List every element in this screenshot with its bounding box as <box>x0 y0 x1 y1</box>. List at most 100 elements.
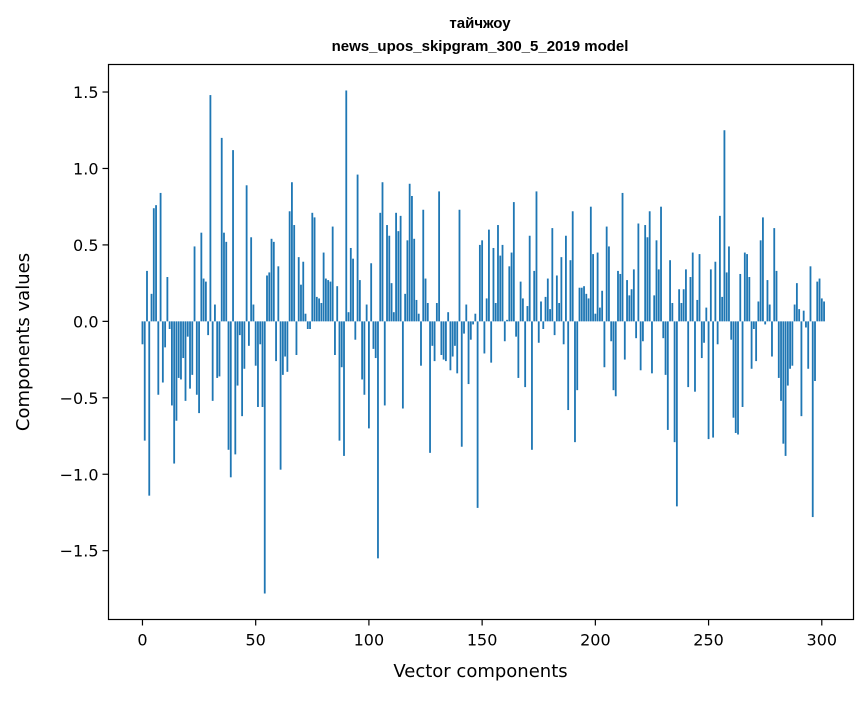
bar <box>657 269 660 322</box>
plot-area-frame <box>107 63 855 621</box>
bar <box>469 321 472 340</box>
bar <box>415 299 418 322</box>
bar <box>519 281 522 322</box>
bar <box>227 321 230 450</box>
bar <box>295 321 298 355</box>
bar <box>306 321 309 329</box>
bar <box>798 309 801 322</box>
bar <box>481 240 484 322</box>
bar <box>445 321 447 362</box>
bar <box>263 321 266 594</box>
bar <box>309 321 311 329</box>
bar <box>200 232 203 322</box>
bar <box>542 321 545 329</box>
bar <box>809 266 812 322</box>
bar <box>567 321 570 411</box>
bar <box>594 313 597 322</box>
bar <box>605 226 608 322</box>
bar <box>345 90 348 322</box>
bar <box>259 321 262 345</box>
bar <box>254 321 257 366</box>
bar <box>390 283 393 322</box>
bar <box>741 321 744 407</box>
bar <box>343 321 345 456</box>
bar <box>223 232 225 322</box>
bar <box>207 321 210 336</box>
bar <box>476 321 479 508</box>
bar <box>535 191 538 322</box>
bar <box>700 321 703 359</box>
bar <box>275 321 277 362</box>
bar <box>739 273 742 322</box>
bar <box>644 225 647 322</box>
bar <box>565 235 567 322</box>
bar <box>651 321 653 374</box>
bar <box>195 321 198 395</box>
bar <box>209 95 212 322</box>
bar <box>732 321 735 418</box>
x-tick-label: 250 <box>693 631 724 650</box>
bar <box>426 303 429 322</box>
bar <box>189 321 191 389</box>
bar <box>786 321 789 386</box>
bar <box>687 321 690 388</box>
bar <box>777 321 780 378</box>
bar <box>782 321 785 444</box>
bar <box>329 281 332 322</box>
bar <box>324 278 327 322</box>
bar <box>383 321 386 406</box>
bar <box>728 246 730 322</box>
bar <box>159 192 162 322</box>
bar <box>322 252 325 322</box>
bar <box>531 321 533 450</box>
bar <box>447 312 450 322</box>
bar <box>771 321 773 357</box>
bar <box>544 296 547 322</box>
bar <box>252 304 255 322</box>
bar <box>696 299 699 322</box>
bar <box>182 321 185 359</box>
bar <box>372 321 375 349</box>
bar <box>501 244 504 322</box>
bar <box>478 244 481 322</box>
bar <box>460 321 463 447</box>
bar <box>377 321 379 559</box>
bar <box>406 240 409 322</box>
bar <box>331 226 334 322</box>
bar <box>318 298 320 322</box>
bar <box>578 287 581 322</box>
bar <box>755 321 758 362</box>
bar <box>180 321 182 380</box>
bar <box>467 321 470 385</box>
bar <box>517 321 520 378</box>
y-tick-label: 1.0 <box>73 159 98 178</box>
bar <box>429 321 431 453</box>
bar <box>218 321 221 377</box>
bar <box>748 277 751 322</box>
bar <box>220 137 223 322</box>
bar <box>238 321 241 336</box>
bar <box>424 278 427 322</box>
bar <box>537 321 540 343</box>
bar <box>349 247 352 322</box>
y-tick-label: −1.5 <box>60 542 99 561</box>
bar <box>266 275 268 322</box>
bar <box>551 228 554 322</box>
bar <box>503 321 506 342</box>
bar <box>440 321 443 355</box>
bar <box>628 295 631 322</box>
bar <box>528 235 531 322</box>
bar <box>388 235 391 322</box>
bar <box>712 321 715 438</box>
bar <box>488 229 490 322</box>
bar <box>395 212 397 322</box>
bar <box>173 321 176 464</box>
bar <box>555 275 558 322</box>
bar <box>820 298 823 322</box>
bar <box>723 130 726 322</box>
bar <box>678 289 681 322</box>
y-tick-label: 0.0 <box>73 312 98 331</box>
bar <box>617 270 619 322</box>
bar <box>521 298 524 322</box>
